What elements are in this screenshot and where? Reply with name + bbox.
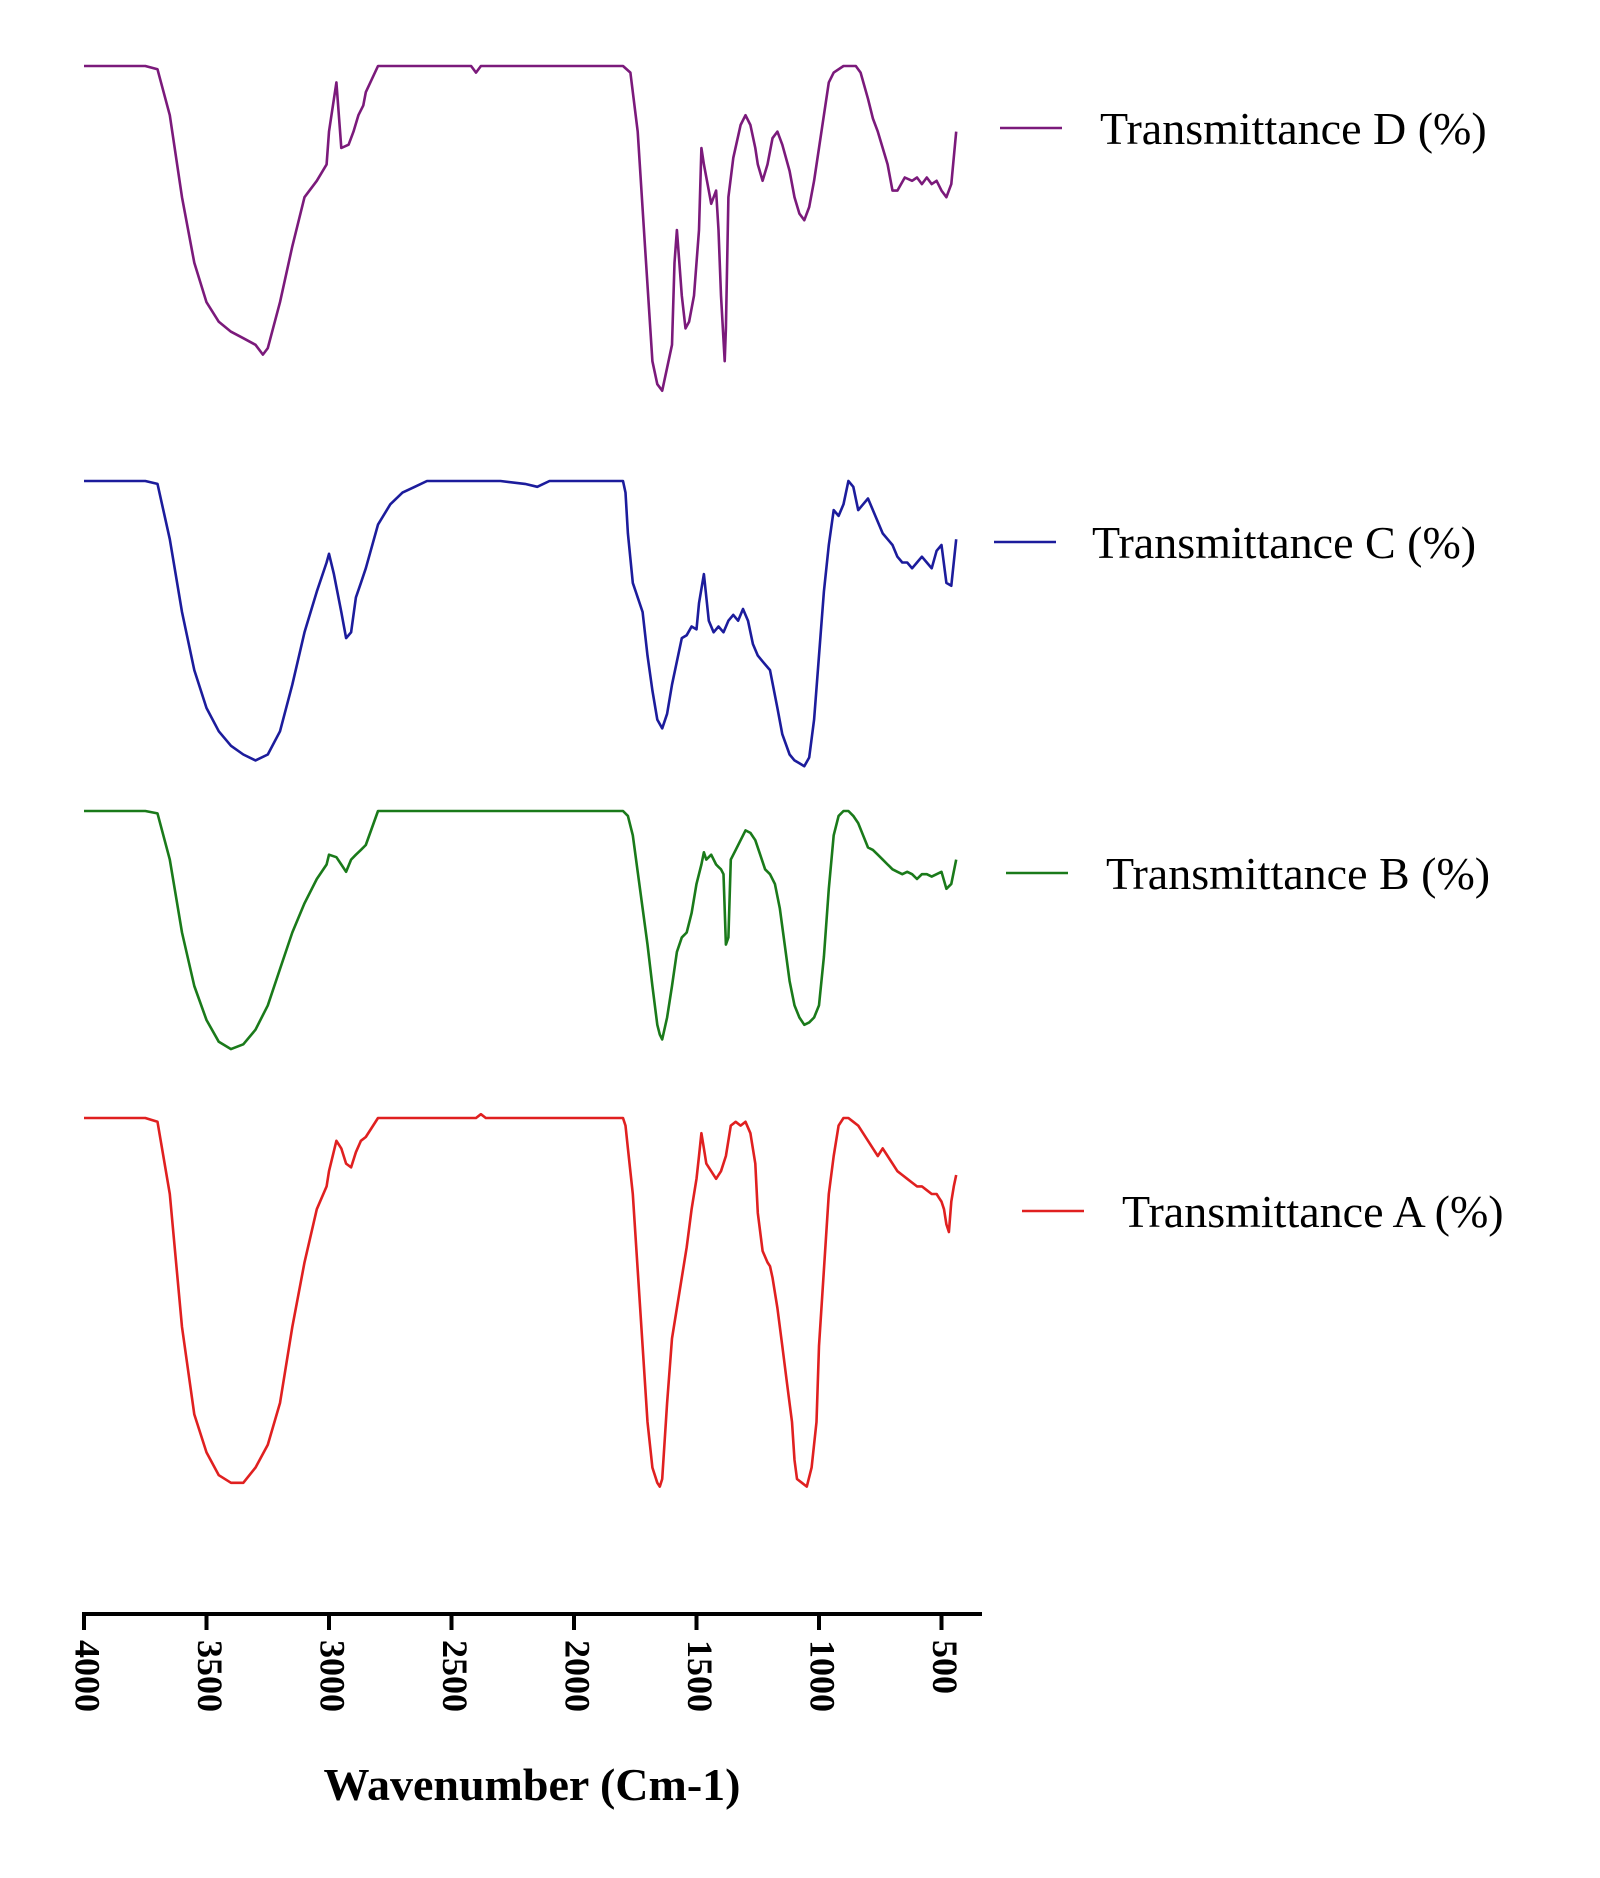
- x-axis-ticks: 4000 3500 3000 2500 2000 1500 1000 500: [68, 1614, 965, 1712]
- x-tick-label-3: 2500: [435, 1640, 475, 1712]
- x-tick-label-7: 500: [925, 1640, 965, 1694]
- legend-label-3: Transmittance A (%): [1122, 1186, 1504, 1237]
- x-tick-label-0: 4000: [68, 1640, 108, 1712]
- x-tick-label-2: 3000: [313, 1640, 353, 1712]
- legend-label-1: Transmittance C (%): [1092, 517, 1476, 568]
- series-line-2: [84, 809, 958, 1051]
- x-tick-label-1: 3500: [190, 1640, 230, 1712]
- series-line-0: [84, 64, 958, 392]
- legend-label-2: Transmittance B (%): [1106, 848, 1490, 899]
- spectra-traces: [84, 64, 958, 1488]
- x-tick-label-4: 2000: [558, 1640, 598, 1712]
- series-line-1: [84, 479, 958, 768]
- x-axis-title: Wavenumber (Cm-1): [324, 1759, 741, 1810]
- legend: Transmittance D (%) Transmittance C (%) Tr…: [994, 103, 1504, 1237]
- series-line-3: [84, 1112, 958, 1488]
- legend-label-0: Transmittance D (%): [1100, 103, 1487, 154]
- x-tick-label-5: 1500: [680, 1640, 720, 1712]
- x-tick-label-6: 1000: [803, 1640, 843, 1712]
- x-axis: 4000 3500 3000 2500 2000 1500 1000 500 Wavenumb…: [68, 1612, 982, 1810]
